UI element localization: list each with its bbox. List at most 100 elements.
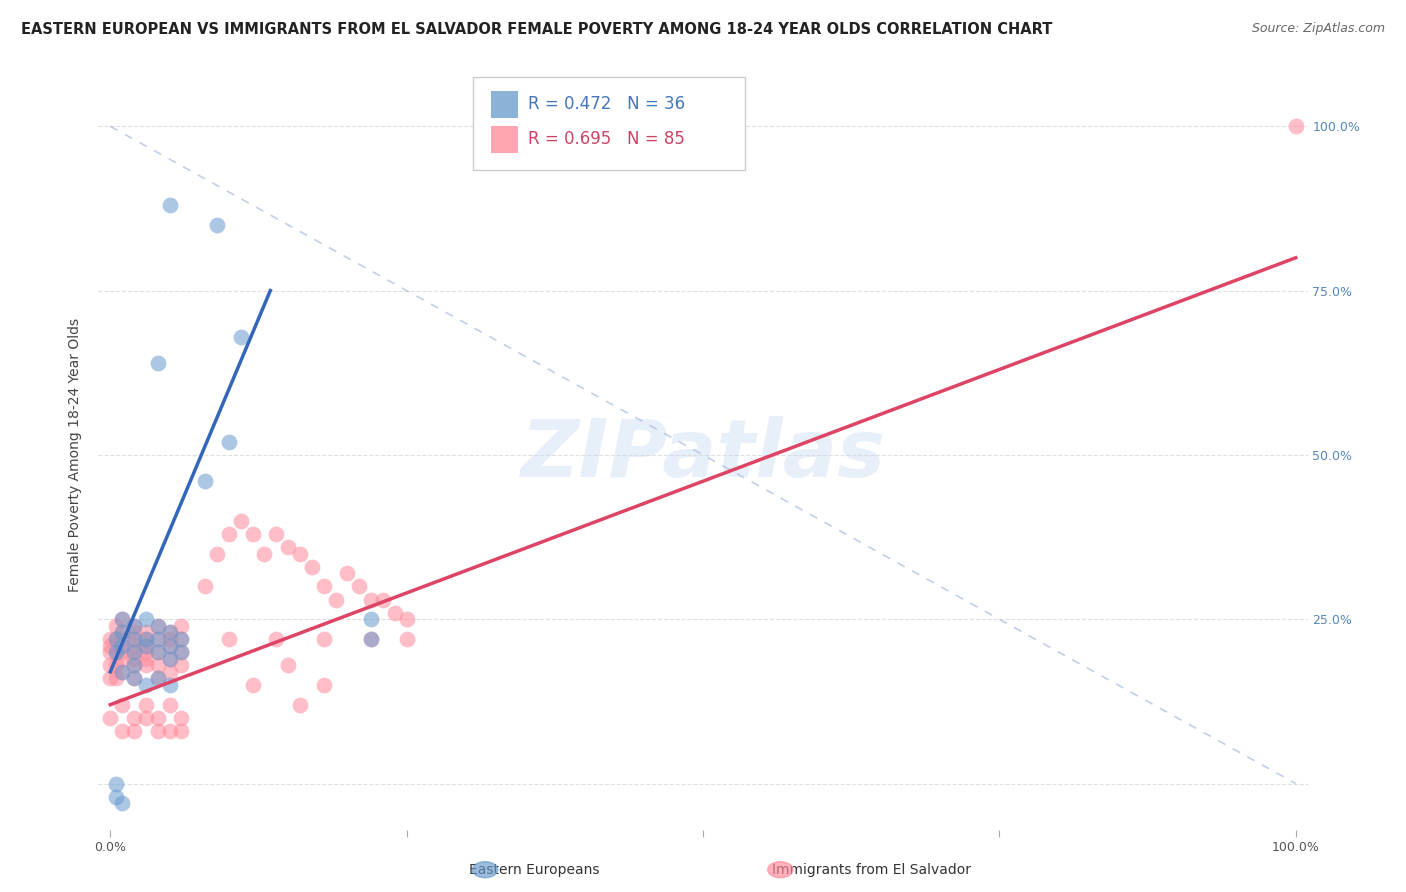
Point	[111, 723, 134, 738]
Point	[111, 651, 134, 665]
Point	[312, 678, 335, 692]
Point	[135, 678, 157, 692]
Point	[288, 547, 311, 561]
Text: R = 0.472   N = 36: R = 0.472 N = 36	[527, 95, 685, 112]
Bar	[492, 91, 517, 118]
Point	[105, 789, 128, 804]
Point	[205, 547, 228, 561]
Point	[170, 619, 193, 633]
Point	[111, 612, 134, 626]
Point	[122, 632, 145, 646]
Point	[146, 711, 169, 725]
Point	[105, 632, 128, 646]
Point	[264, 632, 287, 646]
FancyBboxPatch shape	[474, 77, 745, 170]
Point	[105, 658, 128, 673]
Point	[159, 678, 181, 692]
Point	[170, 632, 193, 646]
Point	[170, 645, 193, 659]
Point	[146, 619, 169, 633]
Point	[146, 658, 169, 673]
Point	[135, 711, 157, 725]
Point	[98, 645, 121, 659]
Point	[105, 619, 128, 633]
Point	[111, 625, 134, 640]
Point	[111, 612, 134, 626]
Point	[159, 651, 181, 665]
Point	[111, 698, 134, 712]
Point	[111, 639, 134, 653]
Point	[194, 474, 217, 488]
Point	[229, 514, 252, 528]
Point	[98, 632, 121, 646]
Point	[146, 356, 169, 370]
Point	[146, 723, 169, 738]
Y-axis label: Female Poverty Among 18-24 Year Olds: Female Poverty Among 18-24 Year Olds	[69, 318, 83, 592]
Point	[135, 612, 157, 626]
Point	[135, 698, 157, 712]
Point	[135, 639, 157, 653]
Point	[146, 672, 169, 686]
Point	[159, 723, 181, 738]
Point	[218, 434, 240, 449]
Text: ZIPatlas: ZIPatlas	[520, 416, 886, 494]
Point	[111, 665, 134, 679]
Point	[312, 632, 335, 646]
Point	[122, 645, 145, 659]
Point	[360, 632, 382, 646]
Text: Source: ZipAtlas.com: Source: ZipAtlas.com	[1251, 22, 1385, 36]
Point	[122, 645, 145, 659]
Point	[111, 797, 134, 811]
Point	[122, 658, 145, 673]
Point	[111, 632, 134, 646]
Point	[135, 625, 157, 640]
Point	[122, 619, 145, 633]
Point	[170, 723, 193, 738]
Point	[159, 665, 181, 679]
Point	[242, 678, 264, 692]
Point	[146, 672, 169, 686]
Point	[122, 672, 145, 686]
Point	[159, 625, 181, 640]
Point	[1285, 120, 1308, 134]
Point	[146, 645, 169, 659]
Point	[264, 526, 287, 541]
Point	[135, 651, 157, 665]
Point	[122, 625, 145, 640]
Point	[98, 711, 121, 725]
Point	[98, 658, 121, 673]
Point	[360, 592, 382, 607]
Point	[111, 625, 134, 640]
Point	[122, 632, 145, 646]
Point	[122, 639, 145, 653]
Point	[395, 612, 418, 626]
Text: R = 0.695   N = 85: R = 0.695 N = 85	[527, 129, 685, 148]
Point	[218, 632, 240, 646]
Point	[122, 711, 145, 725]
Point	[98, 672, 121, 686]
Point	[159, 632, 181, 646]
Point	[159, 651, 181, 665]
Point	[360, 632, 382, 646]
Point	[277, 658, 299, 673]
Point	[277, 540, 299, 554]
Point	[218, 526, 240, 541]
Point	[159, 625, 181, 640]
Point	[159, 698, 181, 712]
Point	[159, 639, 181, 653]
Point	[242, 526, 264, 541]
Text: Eastern Europeans: Eastern Europeans	[470, 863, 599, 877]
Point	[170, 658, 193, 673]
Point	[122, 658, 145, 673]
Text: EASTERN EUROPEAN VS IMMIGRANTS FROM EL SALVADOR FEMALE POVERTY AMONG 18-24 YEAR : EASTERN EUROPEAN VS IMMIGRANTS FROM EL S…	[21, 22, 1053, 37]
Point	[105, 645, 128, 659]
Point	[135, 658, 157, 673]
Point	[159, 198, 181, 212]
Point	[146, 645, 169, 659]
Point	[159, 639, 181, 653]
Point	[395, 632, 418, 646]
Point	[170, 711, 193, 725]
Point	[360, 612, 382, 626]
Point	[146, 632, 169, 646]
Point	[122, 672, 145, 686]
